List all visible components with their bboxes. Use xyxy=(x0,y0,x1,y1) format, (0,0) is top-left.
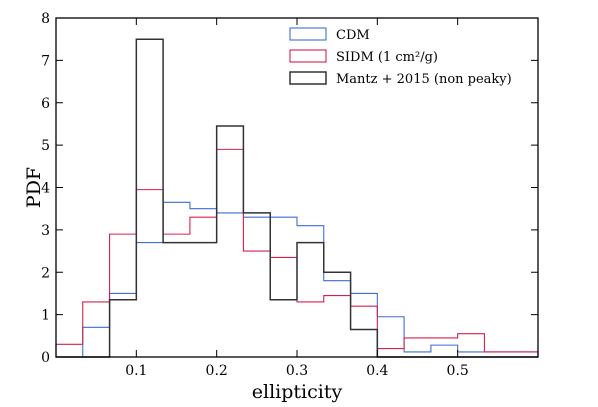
legend-label: CDM xyxy=(336,28,370,43)
legend-label: Mantz + 2015 (non peaky) xyxy=(336,72,512,87)
series-line-1 xyxy=(55,148,539,357)
y-tick-label: 5 xyxy=(41,138,50,154)
y-tick-label: 7 xyxy=(41,53,50,69)
y-tick-label: 4 xyxy=(41,181,50,197)
x-tick-label: 0.3 xyxy=(286,363,308,379)
legend: CDM SIDM (1 cm²/g) Mantz + 2015 (non peaky… xyxy=(289,27,512,87)
x-tick-label: 0.2 xyxy=(206,363,228,379)
y-tick-label: 0 xyxy=(41,350,50,366)
y-tick-label: 6 xyxy=(41,96,50,112)
x-tick-label: 0.4 xyxy=(366,363,388,379)
x-tick-label: 0.5 xyxy=(447,363,469,379)
y-tick-label: 2 xyxy=(41,265,50,281)
legend-swatch xyxy=(289,71,327,85)
legend-swatch xyxy=(289,27,327,41)
plot-frame xyxy=(55,17,539,358)
axis-ticks: 0.1 0.2 0.3 0.4 0.5 0 1 2 3 4 5 6 7 8 xyxy=(41,11,538,379)
y-axis-label: PDF xyxy=(23,167,45,208)
legend-label: SIDM (1 cm²/g) xyxy=(336,50,438,65)
x-tick-label: 0.1 xyxy=(125,363,147,379)
x-axis-label: ellipticity xyxy=(252,381,343,403)
y-tick-label: 1 xyxy=(41,308,50,324)
legend-swatch xyxy=(289,49,327,63)
y-tick-label: 8 xyxy=(41,11,50,27)
y-tick-label: 3 xyxy=(41,223,50,239)
